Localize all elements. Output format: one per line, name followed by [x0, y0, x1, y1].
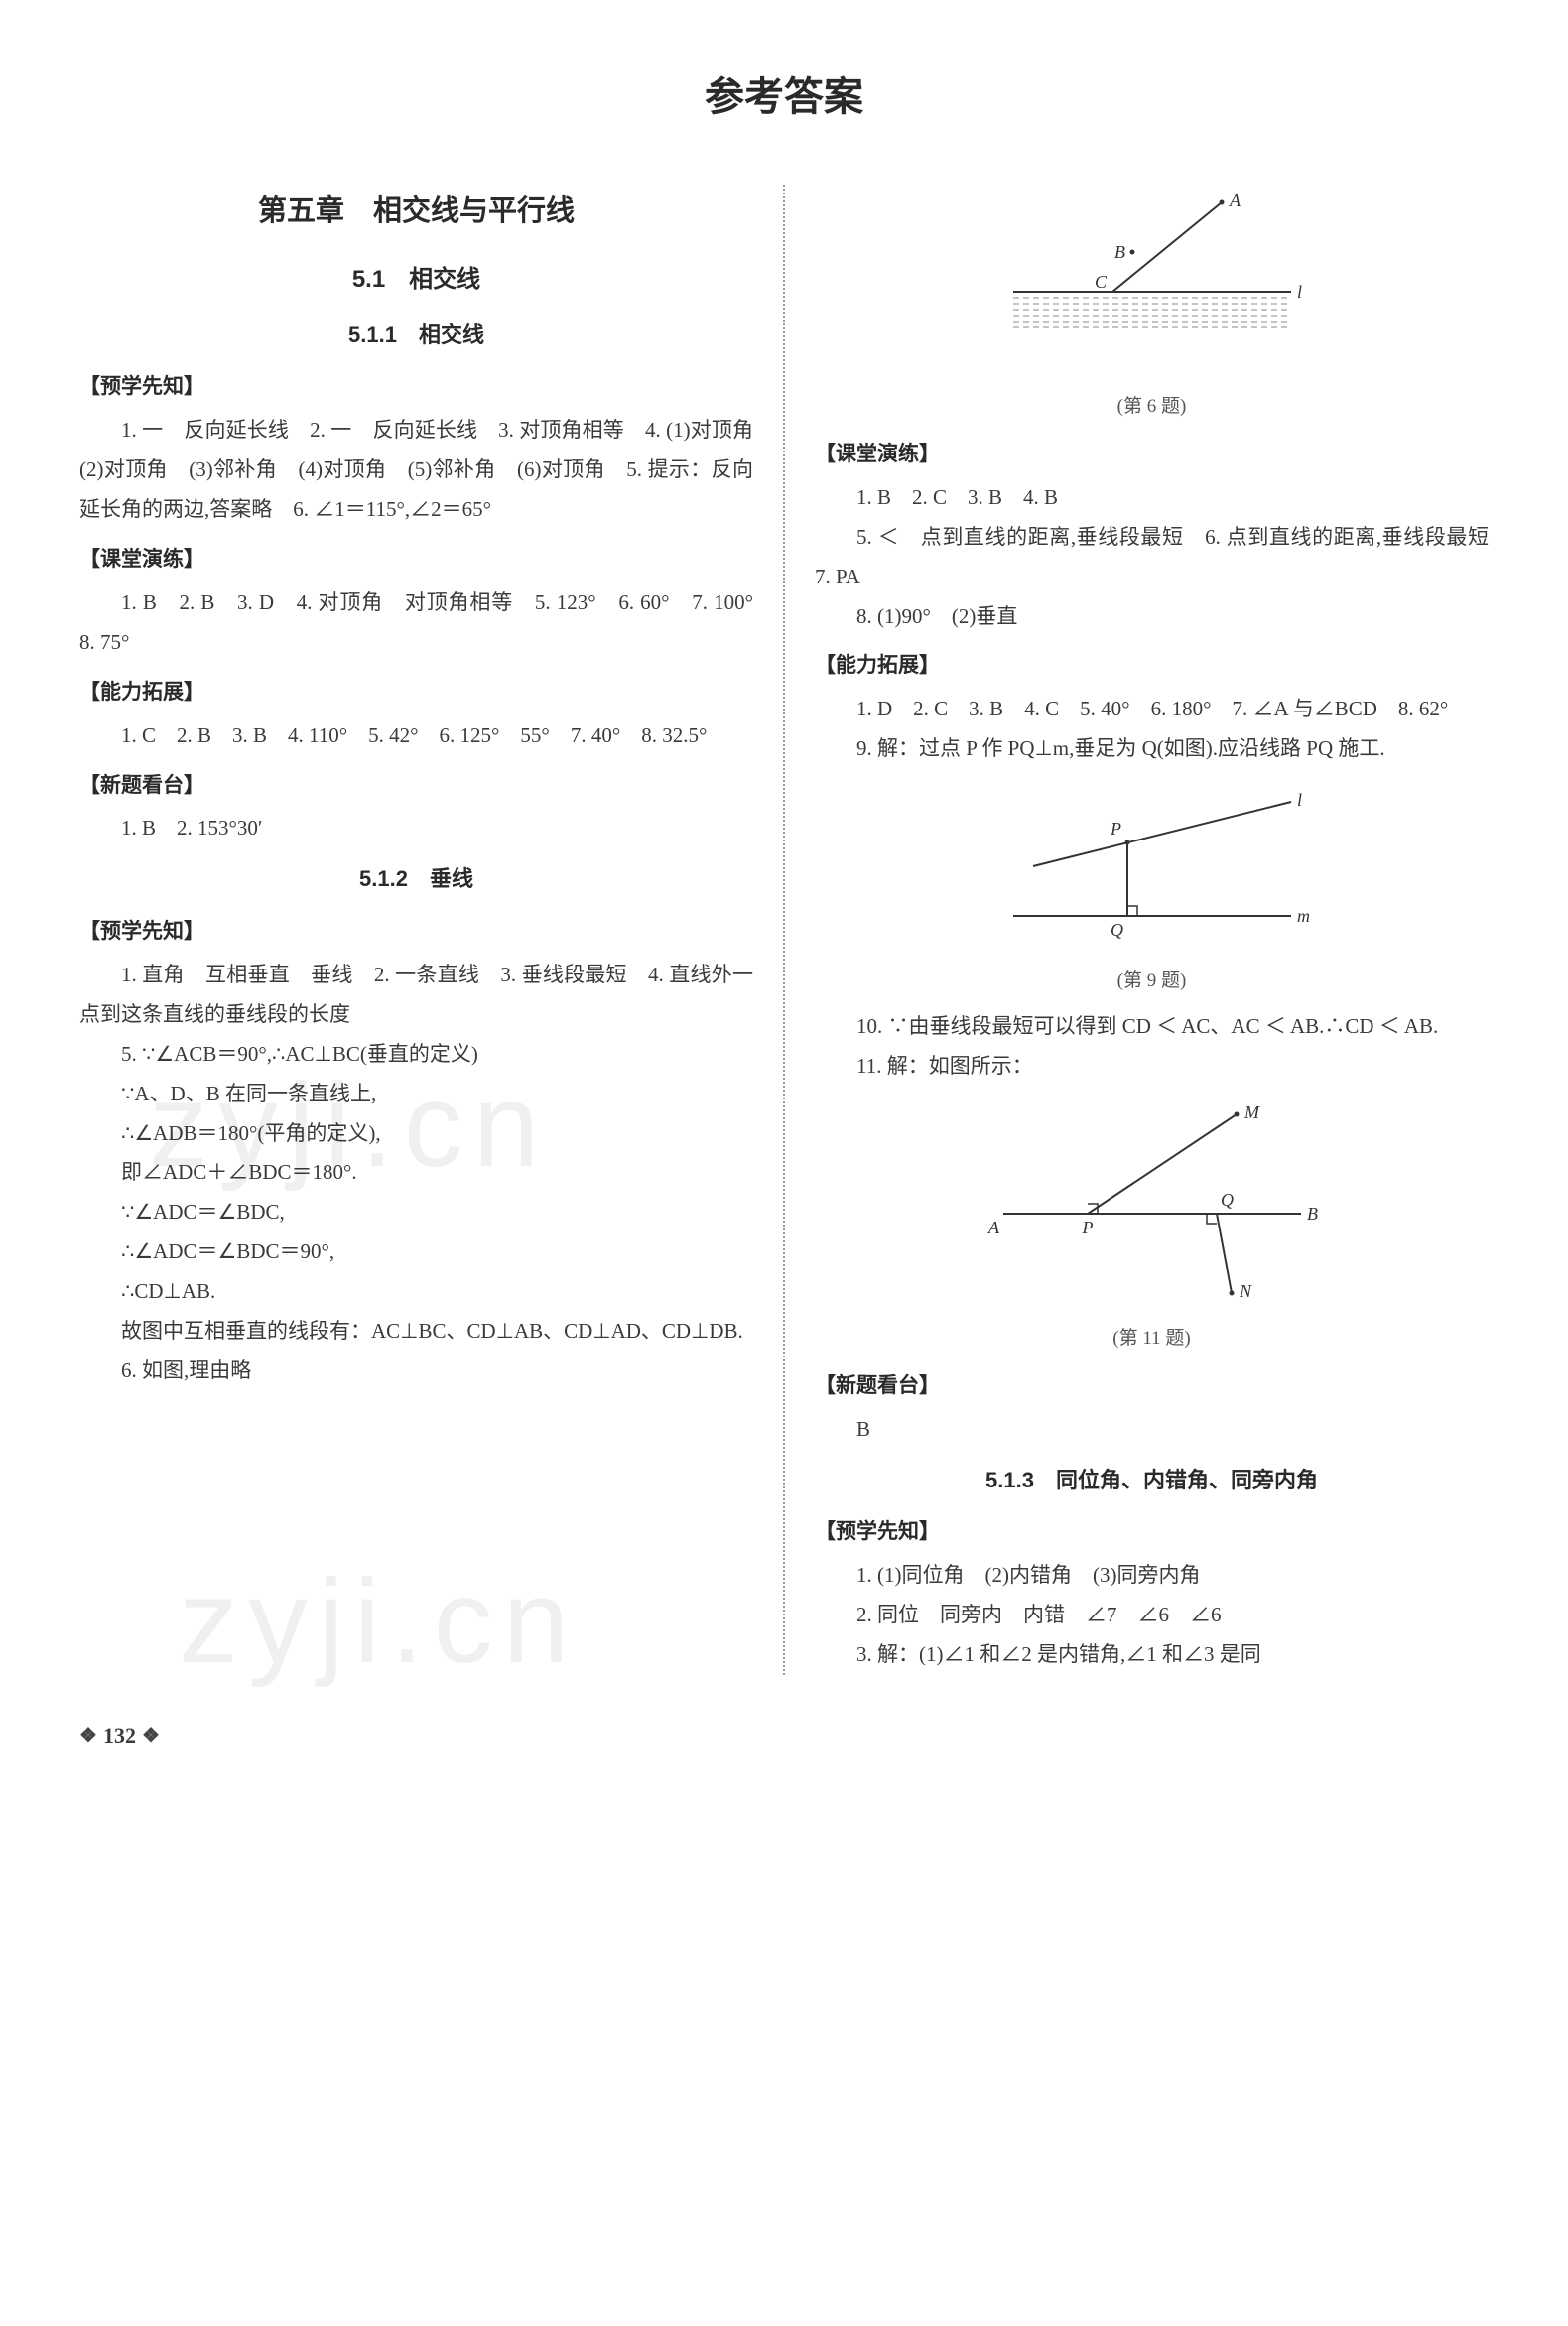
block-header-preview: 【预学先知】	[79, 912, 753, 952]
figure-9-svg: m l P Q	[983, 777, 1321, 946]
answer-text: 1. D 2. C 3. B 4. C 5. 40° 6. 180° 7. ∠A…	[815, 690, 1489, 729]
svg-text:P: P	[1110, 819, 1121, 839]
right-column: lABC (第 6 题) 【课堂演练】 1. B 2. C 3. B 4. B …	[815, 185, 1489, 1675]
block-header-new: 【新题看台】	[79, 766, 753, 806]
block-header-ability: 【能力拓展】	[815, 646, 1489, 686]
page-title: 参考答案	[79, 60, 1489, 135]
answer-text: 即∠ADC＋∠BDC＝180°.	[79, 1153, 753, 1193]
svg-text:m: m	[1297, 906, 1310, 926]
answer-text: B	[815, 1410, 1489, 1450]
figure-caption: (第 6 题)	[815, 389, 1489, 425]
subsection-title: 5.1.2 垂线	[79, 858, 753, 900]
svg-text:A: A	[1229, 193, 1241, 210]
left-column: 第五章 相交线与平行线 5.1 相交线 5.1.1 相交线 【预学先知】 1. …	[79, 185, 753, 1675]
svg-text:l: l	[1297, 282, 1302, 302]
answer-text: 11. 解：如图所示：	[815, 1047, 1489, 1087]
answer-text: ∴CD⊥AB.	[79, 1272, 753, 1312]
answer-text: 9. 解：过点 P 作 PQ⊥m,垂足为 Q(如图).应沿线路 PQ 施工.	[815, 729, 1489, 769]
answer-text: 5. ∵∠ACB＝90°,∴AC⊥BC(垂直的定义)	[79, 1035, 753, 1075]
block-header-class: 【课堂演练】	[815, 435, 1489, 474]
svg-text:B: B	[1114, 242, 1125, 262]
svg-text:Q: Q	[1111, 920, 1123, 940]
answer-text: 5. ＜ 点到直线的距离,垂线段最短 6. 点到直线的距离,垂线段最短 7. P…	[815, 518, 1489, 597]
answer-text: 1. (1)同位角 (2)内错角 (3)同旁内角	[815, 1556, 1489, 1596]
block-header-class: 【课堂演练】	[79, 540, 753, 580]
answer-text: 8. (1)90° (2)垂直	[815, 597, 1489, 637]
svg-text:A: A	[987, 1218, 1000, 1237]
figure-caption: (第 11 题)	[815, 1321, 1489, 1357]
svg-text:Q: Q	[1221, 1190, 1234, 1210]
block-header-ability: 【能力拓展】	[79, 673, 753, 712]
answer-text: 6. 如图,理由略	[79, 1352, 753, 1391]
answer-text: 1. B 2. C 3. B 4. B	[815, 478, 1489, 518]
svg-text:N: N	[1239, 1281, 1252, 1301]
figure-11: A B P M Q N (第 11 题)	[815, 1095, 1489, 1357]
figure-6: l A BC (第 6 题)	[815, 193, 1489, 425]
svg-text:B: B	[1307, 1204, 1318, 1224]
answer-text: 1. B 2. B 3. D 4. 对顶角 对顶角相等 5. 123° 6. 6…	[79, 583, 753, 663]
answer-text: 1. 一 反向延长线 2. 一 反向延长线 3. 对顶角相等 4. (1)对顶角…	[79, 411, 753, 530]
answer-text: 10. ∵由垂线段最短可以得到 CD ＜ AC、AC ＜ AB.∴CD ＜ AB…	[815, 1007, 1489, 1047]
two-column-layout: 第五章 相交线与平行线 5.1 相交线 5.1.1 相交线 【预学先知】 1. …	[79, 185, 1489, 1675]
svg-text:M: M	[1243, 1102, 1260, 1122]
page-number: 132	[103, 1715, 136, 1756]
svg-text:C: C	[1095, 272, 1108, 292]
answer-text: 1. B 2. 153°30′	[79, 809, 753, 848]
footer-deco-icon: ❖	[79, 1717, 97, 1754]
subsection-title: 5.1.1 相交线	[79, 315, 753, 356]
svg-text:l: l	[1297, 790, 1302, 810]
answer-text: ∴∠ADB＝180°(平角的定义),	[79, 1114, 753, 1154]
answer-text: 故图中互相垂直的线段有：AC⊥BC、CD⊥AB、CD⊥AD、CD⊥DB.	[79, 1312, 753, 1352]
subsection-title: 5.1.3 同位角、内错角、同旁内角	[815, 1460, 1489, 1501]
figure-caption: (第 9 题)	[815, 964, 1489, 999]
answer-text: ∵A、D、B 在同一条直线上,	[79, 1075, 753, 1114]
answer-text: 1. 直角 互相垂直 垂线 2. 一条直线 3. 垂线段最短 4. 直线外一点到…	[79, 956, 753, 1035]
block-header-preview: 【预学先知】	[815, 1512, 1489, 1552]
page-footer: ❖ 132 ❖	[79, 1715, 1489, 1756]
block-header-preview: 【预学先知】	[79, 367, 753, 407]
figure-9: m l P Q (第 9 题)	[815, 777, 1489, 999]
column-divider	[783, 185, 785, 1675]
answer-text: 1. C 2. B 3. B 4. 110° 5. 42° 6. 125° 55…	[79, 716, 753, 756]
answer-text: ∵∠ADC＝∠BDC,	[79, 1193, 753, 1232]
svg-text:P: P	[1081, 1218, 1093, 1237]
block-header-new: 【新题看台】	[815, 1366, 1489, 1406]
footer-deco-icon: ❖	[142, 1717, 160, 1754]
answer-text: ∴∠ADC＝∠BDC＝90°,	[79, 1232, 753, 1272]
figure-6-svg: l A BC	[993, 193, 1311, 371]
answer-text: 3. 解：(1)∠1 和∠2 是内错角,∠1 和∠3 是同	[815, 1635, 1489, 1675]
figure-11-svg: A B P M Q N	[974, 1095, 1331, 1303]
section-title: 5.1 相交线	[79, 257, 753, 303]
chapter-title: 第五章 相交线与平行线	[79, 185, 753, 239]
answer-text: 2. 同位 同旁内 内错 ∠7 ∠6 ∠6	[815, 1596, 1489, 1635]
